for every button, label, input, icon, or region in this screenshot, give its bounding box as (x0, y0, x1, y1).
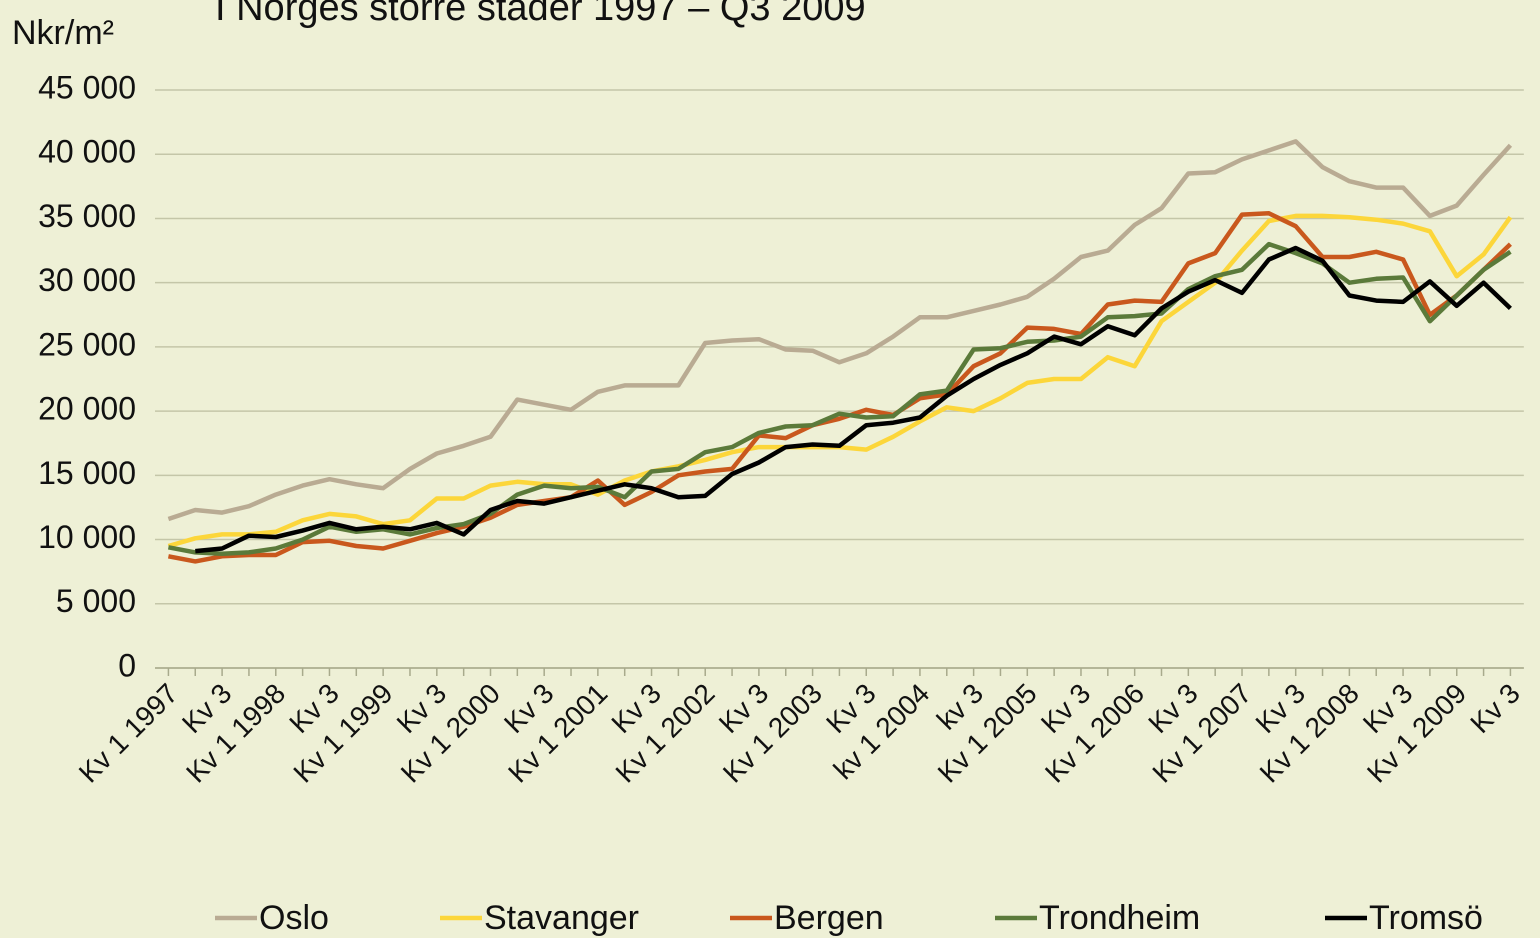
y-axis-label: Nkr/m² (12, 14, 114, 52)
y-tick-label: 30 000 (38, 262, 136, 298)
series-line (167, 139, 1513, 522)
legend-label: Bergen (774, 899, 884, 937)
y-tick-label: 40 000 (38, 134, 136, 170)
legend-label: Trondheim (1039, 899, 1200, 937)
legend-label: Tromsö (1369, 899, 1483, 937)
x-tick-label: Kv 1 1997 (73, 678, 184, 789)
y-tick-label: 35 000 (38, 198, 136, 234)
series-line (167, 211, 1512, 564)
legend-label: Stavanger (484, 899, 639, 937)
y-tick-label: 45 000 (38, 69, 136, 105)
y-tick-label: 25 000 (38, 326, 136, 362)
y-tick-label: 20 000 (38, 391, 136, 427)
series-line (167, 241, 1512, 556)
y-tick-label: 0 (118, 647, 136, 683)
legend-label: Oslo (259, 899, 329, 937)
series-line (195, 245, 1512, 554)
y-tick-label: 5 000 (56, 583, 136, 619)
x-tick-label: Kv 1 2005 (932, 678, 1043, 789)
series-line (167, 213, 1513, 549)
y-tick-label: 10 000 (38, 519, 136, 555)
chart-title: I Norges större städer 1997 – Q3 2009 (215, 0, 866, 29)
y-tick-label: 15 000 (38, 455, 136, 491)
x-tick-label: Kv 3 (1464, 678, 1526, 740)
